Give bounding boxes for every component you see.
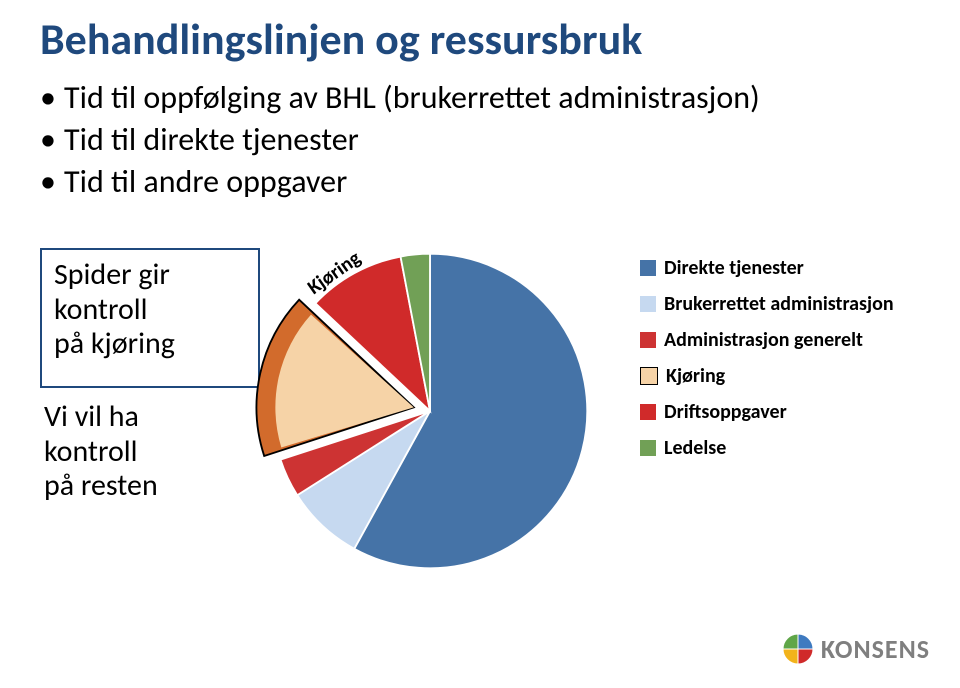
bullet-list: • Tid til oppfølging av BHL (brukerrette… [40, 78, 760, 204]
legend-swatch [640, 367, 658, 385]
legend-label: Kjøring [666, 364, 725, 388]
legend-item: Brukerrettet administrasjon [640, 292, 894, 316]
bullet-item: • Tid til andre oppgaver [40, 162, 760, 202]
legend-swatch [640, 296, 656, 312]
legend-label: Brukerrettet administrasjon [664, 292, 894, 316]
legend-item: Ledelse [640, 436, 894, 460]
logo-text: KONSENS [821, 633, 930, 665]
callout-line: kontroll [54, 293, 246, 328]
bullet-item: • Tid til direkte tjenester [40, 120, 760, 160]
bullet-dot: • [40, 120, 64, 160]
subtext-line: på resten [44, 469, 244, 504]
legend-swatch [640, 260, 656, 276]
bullet-text: Tid til direkte tjenester [64, 120, 359, 160]
subtext-block: Vi vil ha kontroll på resten [44, 400, 244, 504]
bullet-dot: • [40, 162, 64, 202]
legend-item: Administrasjon generelt [640, 328, 894, 352]
legend-label: Ledelse [664, 436, 726, 460]
legend-swatch [640, 440, 656, 456]
legend-label: Direkte tjenester [664, 256, 804, 280]
legend: Direkte tjenester Brukerrettet administra… [640, 256, 894, 472]
legend-label: Driftsoppgaver [664, 400, 787, 424]
legend-item: Driftsoppgaver [640, 400, 894, 424]
callout-line: på kjøring [54, 327, 246, 362]
subtext-line: Vi vil ha [44, 400, 244, 435]
legend-label: Administrasjon generelt [664, 328, 863, 352]
konsens-logo: KONSENS [781, 632, 930, 666]
legend-swatch [640, 332, 656, 348]
subtext-line: kontroll [44, 435, 244, 470]
legend-item: Kjøring [640, 364, 894, 388]
bullet-dot: • [40, 78, 64, 118]
legend-swatch [640, 404, 656, 420]
callout-box: Spider gir kontroll på kjøring [40, 248, 260, 388]
bullet-text: Tid til oppfølging av BHL (brukerrettet … [64, 78, 760, 118]
legend-item: Direkte tjenester [640, 256, 894, 280]
slide-title: Behandlingslinjen og ressursbruk [40, 12, 642, 66]
pie-chart [230, 226, 630, 596]
callout-line: Spider gir [54, 258, 246, 293]
bullet-item: • Tid til oppfølging av BHL (brukerrette… [40, 78, 760, 118]
bullet-text: Tid til andre oppgaver [64, 162, 347, 202]
